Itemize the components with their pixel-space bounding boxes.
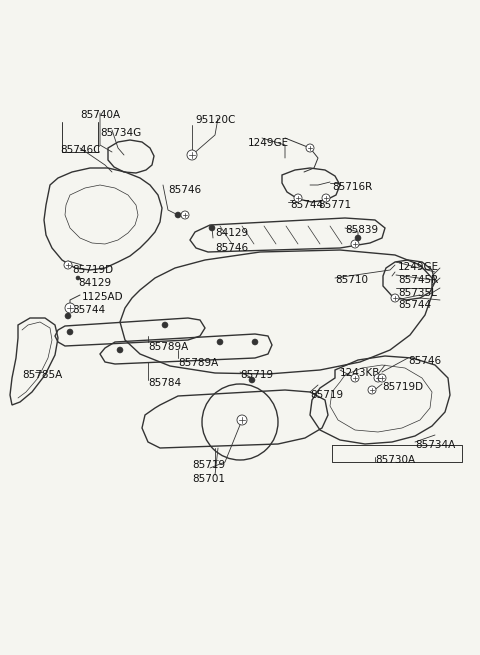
Text: 85719D: 85719D	[382, 382, 423, 392]
Text: 85789A: 85789A	[178, 358, 218, 368]
Text: 85734A: 85734A	[415, 440, 455, 450]
Text: 85740A: 85740A	[80, 110, 120, 120]
Text: 85744: 85744	[398, 300, 431, 310]
Text: 1249GE: 1249GE	[398, 262, 439, 272]
Text: 85785A: 85785A	[22, 370, 62, 380]
Circle shape	[67, 329, 73, 335]
Circle shape	[294, 194, 302, 202]
Circle shape	[374, 374, 382, 382]
Circle shape	[76, 276, 80, 280]
Text: 84129: 84129	[78, 278, 111, 288]
Circle shape	[378, 374, 386, 382]
Text: 85746: 85746	[408, 356, 441, 366]
Circle shape	[351, 240, 359, 248]
Circle shape	[368, 386, 376, 394]
Text: 85745R: 85745R	[398, 275, 438, 285]
Circle shape	[209, 225, 215, 231]
Text: 85746C: 85746C	[60, 145, 100, 155]
Text: 95120C: 95120C	[195, 115, 235, 125]
Circle shape	[217, 339, 223, 345]
Text: 85735L: 85735L	[398, 288, 437, 298]
Text: 85734G: 85734G	[100, 128, 141, 138]
Text: 85839: 85839	[345, 225, 378, 235]
Circle shape	[65, 313, 71, 319]
Text: 85730A: 85730A	[375, 455, 415, 465]
Text: 85789A: 85789A	[148, 342, 188, 352]
Circle shape	[322, 194, 330, 202]
Text: 85744: 85744	[290, 200, 323, 210]
Text: 1243KB: 1243KB	[340, 368, 380, 378]
Circle shape	[391, 294, 399, 302]
Text: 85716R: 85716R	[332, 182, 372, 192]
Circle shape	[187, 150, 197, 160]
Text: 1125AD: 1125AD	[82, 292, 124, 302]
Circle shape	[181, 211, 189, 219]
Text: 85719: 85719	[240, 370, 273, 380]
Circle shape	[162, 322, 168, 328]
Circle shape	[351, 374, 359, 382]
Text: 85746: 85746	[215, 243, 248, 253]
Circle shape	[306, 144, 314, 152]
Text: 85701: 85701	[192, 474, 225, 484]
Text: 85719D: 85719D	[72, 265, 113, 275]
Circle shape	[117, 347, 123, 353]
Text: 1249GE: 1249GE	[248, 138, 289, 148]
Circle shape	[249, 377, 255, 383]
Circle shape	[355, 235, 361, 241]
Text: 85719: 85719	[310, 390, 343, 400]
Circle shape	[64, 261, 72, 269]
Text: 85710: 85710	[335, 275, 368, 285]
Text: 84129: 84129	[215, 228, 248, 238]
Text: 85771: 85771	[318, 200, 351, 210]
Text: 85719: 85719	[192, 460, 225, 470]
Circle shape	[237, 415, 247, 425]
Circle shape	[175, 212, 181, 218]
Circle shape	[65, 303, 75, 313]
Circle shape	[252, 339, 258, 345]
Text: 85746: 85746	[168, 185, 201, 195]
Text: 85784: 85784	[148, 378, 181, 388]
Text: 85744: 85744	[72, 305, 105, 315]
